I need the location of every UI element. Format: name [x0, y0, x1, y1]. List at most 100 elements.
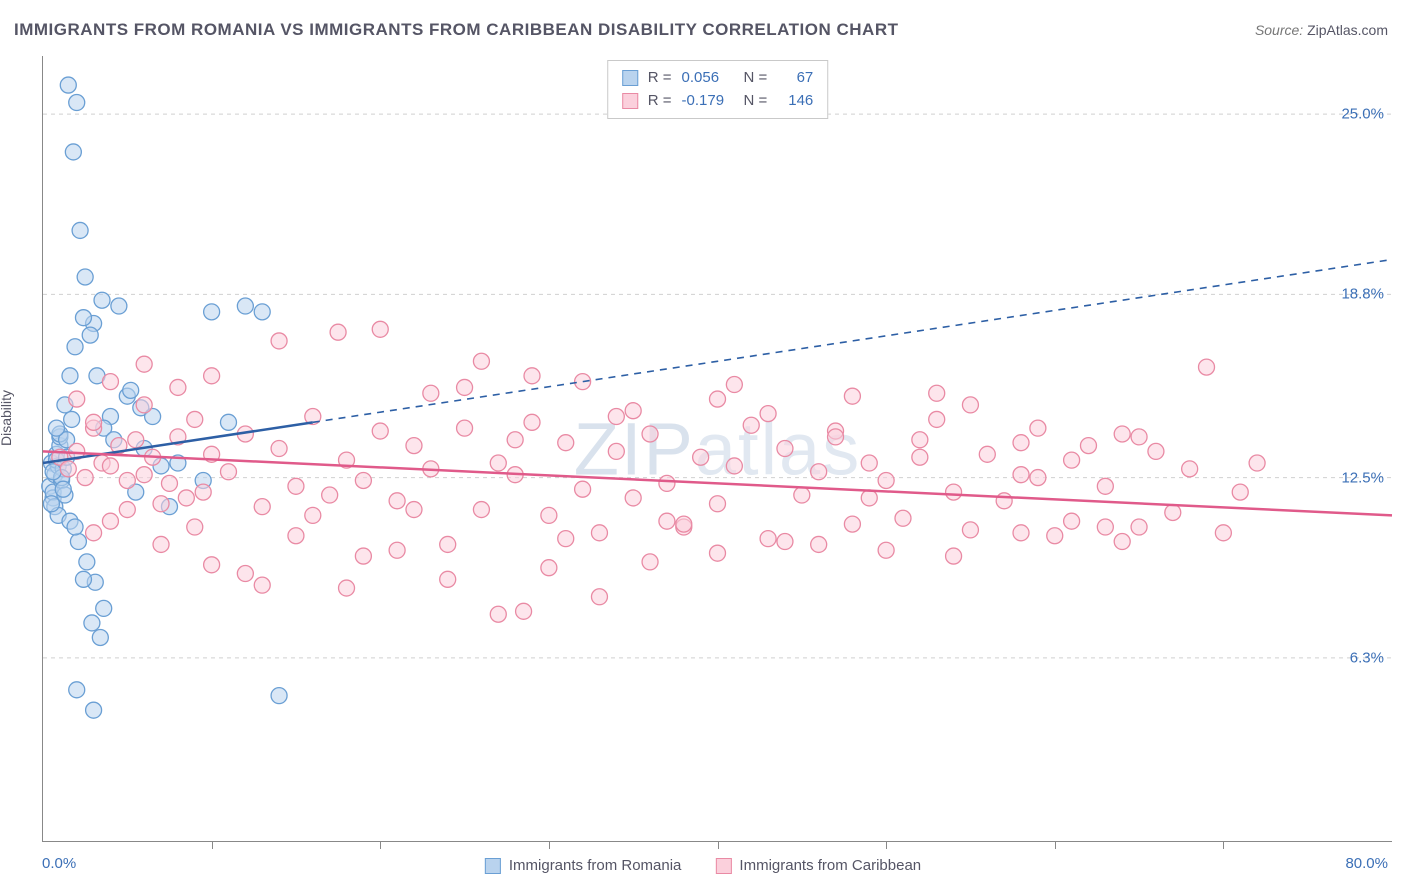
scatter-svg	[43, 56, 1392, 841]
stat-r-label: R =	[648, 67, 672, 90]
legend-item-caribbean: Immigrants from Caribbean	[715, 857, 921, 874]
data-point-caribbean	[811, 536, 827, 552]
legend-label-romania: Immigrants from Romania	[509, 857, 682, 874]
stat-n-value-caribbean: 146	[777, 90, 813, 113]
stat-r-value-romania: 0.056	[682, 67, 734, 90]
data-point-caribbean	[69, 391, 85, 407]
data-point-caribbean	[102, 458, 118, 474]
swatch-romania-icon	[622, 70, 638, 86]
data-point-caribbean	[710, 496, 726, 512]
data-point-romania	[62, 368, 78, 384]
data-point-romania	[111, 298, 127, 314]
data-point-caribbean	[355, 472, 371, 488]
data-point-caribbean	[541, 560, 557, 576]
swatch-romania-icon	[485, 858, 501, 874]
data-point-romania	[48, 420, 64, 436]
data-point-caribbean	[1232, 484, 1248, 500]
x-tick	[886, 841, 887, 849]
data-point-caribbean	[516, 603, 532, 619]
data-point-romania	[72, 222, 88, 238]
data-point-caribbean	[237, 566, 253, 582]
data-point-caribbean	[1182, 461, 1198, 477]
data-point-caribbean	[204, 368, 220, 384]
data-point-caribbean	[406, 502, 422, 518]
data-point-caribbean	[77, 470, 93, 486]
data-point-caribbean	[946, 484, 962, 500]
x-tick	[549, 841, 550, 849]
data-point-caribbean	[288, 528, 304, 544]
data-point-caribbean	[912, 449, 928, 465]
data-point-romania	[55, 481, 71, 497]
data-point-caribbean	[170, 379, 186, 395]
legend-label-caribbean: Immigrants from Caribbean	[739, 857, 921, 874]
data-point-caribbean	[878, 542, 894, 558]
data-point-romania	[94, 292, 110, 308]
data-point-romania	[65, 144, 81, 160]
data-point-caribbean	[1064, 452, 1080, 468]
data-point-caribbean	[642, 426, 658, 442]
data-point-caribbean	[642, 554, 658, 570]
data-point-romania	[69, 95, 85, 111]
data-point-caribbean	[794, 487, 810, 503]
data-point-caribbean	[1199, 359, 1215, 375]
stat-r-label: R =	[648, 90, 672, 113]
data-point-caribbean	[608, 409, 624, 425]
data-point-caribbean	[187, 411, 203, 427]
data-point-caribbean	[575, 481, 591, 497]
data-point-caribbean	[693, 449, 709, 465]
data-point-caribbean	[389, 493, 405, 509]
stat-r-value-caribbean: -0.179	[682, 90, 734, 113]
data-point-caribbean	[271, 333, 287, 349]
data-point-caribbean	[811, 464, 827, 480]
data-point-caribbean	[389, 542, 405, 558]
data-point-caribbean	[878, 472, 894, 488]
data-point-caribbean	[726, 377, 742, 393]
chart-container: IMMIGRANTS FROM ROMANIA VS IMMIGRANTS FR…	[0, 0, 1406, 892]
data-point-caribbean	[153, 536, 169, 552]
data-point-caribbean	[1030, 420, 1046, 436]
data-point-caribbean	[912, 432, 928, 448]
data-point-romania	[84, 615, 100, 631]
data-point-romania	[69, 682, 85, 698]
data-point-caribbean	[406, 438, 422, 454]
data-point-caribbean	[962, 397, 978, 413]
x-tick	[212, 841, 213, 849]
x-tick	[380, 841, 381, 849]
data-point-caribbean	[1097, 478, 1113, 494]
data-point-caribbean	[60, 461, 76, 477]
data-point-caribbean	[355, 548, 371, 564]
data-point-romania	[220, 414, 236, 430]
stats-row-romania: R = 0.056 N = 67	[622, 67, 814, 90]
data-point-caribbean	[1080, 438, 1096, 454]
data-point-caribbean	[102, 374, 118, 390]
y-tick-label: 6.3%	[1350, 649, 1384, 666]
data-point-caribbean	[608, 443, 624, 459]
data-point-caribbean	[1013, 435, 1029, 451]
data-point-caribbean	[271, 441, 287, 457]
data-point-caribbean	[305, 507, 321, 523]
data-point-caribbean	[119, 472, 135, 488]
x-axis-max-label: 80.0%	[1345, 855, 1388, 872]
data-point-caribbean	[591, 525, 607, 541]
data-point-caribbean	[128, 432, 144, 448]
data-point-caribbean	[558, 531, 574, 547]
data-point-romania	[75, 310, 91, 326]
data-point-caribbean	[844, 388, 860, 404]
data-point-caribbean	[372, 321, 388, 337]
data-point-caribbean	[457, 379, 473, 395]
data-point-caribbean	[1114, 534, 1130, 550]
data-point-caribbean	[339, 580, 355, 596]
data-point-caribbean	[1114, 426, 1130, 442]
data-point-caribbean	[423, 385, 439, 401]
chart-title: IMMIGRANTS FROM ROMANIA VS IMMIGRANTS FR…	[14, 20, 898, 40]
data-point-caribbean	[86, 414, 102, 430]
data-point-caribbean	[710, 545, 726, 561]
y-tick-label: 12.5%	[1341, 469, 1384, 486]
data-point-caribbean	[440, 571, 456, 587]
x-tick	[718, 841, 719, 849]
data-point-caribbean	[136, 467, 152, 483]
data-point-caribbean	[743, 417, 759, 433]
data-point-caribbean	[119, 502, 135, 518]
data-point-caribbean	[625, 490, 641, 506]
data-point-caribbean	[946, 548, 962, 564]
